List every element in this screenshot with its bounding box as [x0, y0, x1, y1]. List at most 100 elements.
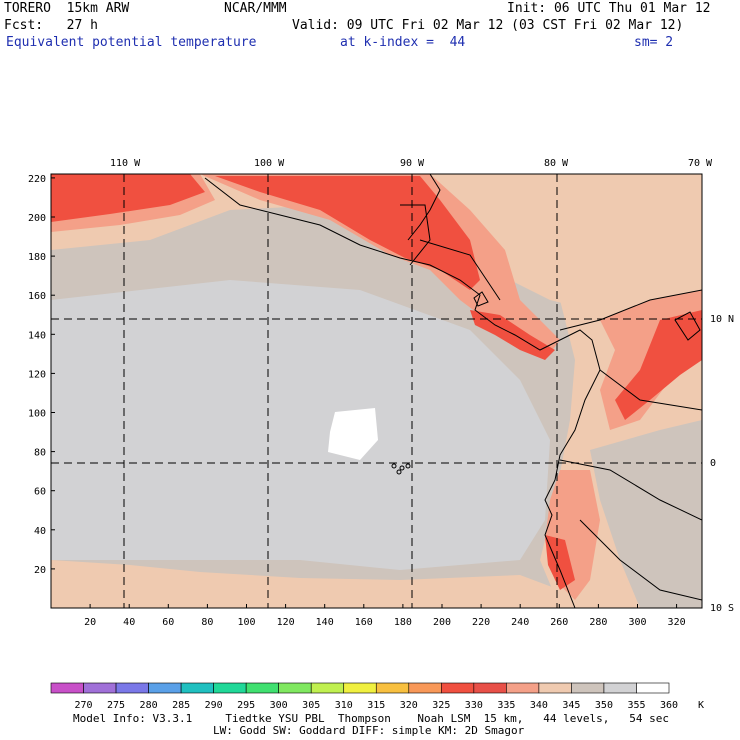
- field-peach-north: [51, 174, 702, 310]
- colorbar-swatch: [441, 682, 475, 694]
- colorbar-swatch: [180, 682, 214, 694]
- field-salmon-coast: [200, 174, 560, 360]
- lon-label-100w: 100 W: [254, 158, 285, 169]
- longitude-labels: 110 W 100 W 90 W 80 W 70 W: [110, 158, 713, 169]
- level-index: at k-index = 44: [340, 35, 466, 50]
- lat-label-0: 0: [710, 458, 716, 469]
- x-axis: 20 40 60 80 100 120 140 160 180 200 220 240 260 280 30…: [84, 604, 686, 628]
- x-tick-label: 320: [668, 617, 686, 628]
- colorbar-label: 275: [107, 700, 125, 711]
- field-red-peru: [545, 535, 575, 590]
- graticule: [51, 174, 702, 608]
- colorbar-swatch: [636, 682, 670, 694]
- y-tick-label: 100: [28, 409, 46, 420]
- field-red-nw: [51, 174, 205, 222]
- lon-label-70w: 70 W: [688, 158, 713, 169]
- colorbar-swatch: [571, 682, 605, 694]
- colorbar-label: 270: [74, 700, 92, 711]
- x-tick-label: 200: [433, 617, 451, 628]
- y-tick-label: 40: [34, 526, 46, 537]
- y-tick-label: 160: [28, 291, 46, 302]
- colorbar-label: 345: [562, 700, 580, 711]
- model-title: TORERO 15km ARW: [4, 1, 130, 16]
- y-tick-label: 120: [28, 369, 46, 380]
- field-name: Equivalent potential temperature: [6, 35, 257, 50]
- colorbar-label: 325: [432, 700, 450, 711]
- colorbar-swatch: [213, 682, 247, 694]
- colorbar-swatch: [83, 682, 117, 694]
- lat-label-10n: 10 N: [710, 314, 734, 325]
- x-tick-label: 80: [201, 617, 213, 628]
- colorbar-unit: K: [698, 700, 704, 711]
- field-white-patch: [328, 408, 378, 460]
- colorbar-label: 335: [497, 700, 515, 711]
- x-tick-label: 140: [316, 617, 334, 628]
- physics-info: LW: Godd SW: Goddard DIFF: simple KM: 2D…: [213, 724, 525, 737]
- y-axis: 20 40 60 80 100 120 140 160 180 200 220: [28, 174, 55, 576]
- y-tick-label: 140: [28, 330, 46, 341]
- forecast-hour: Fcst: 27 h: [4, 18, 98, 33]
- x-tick-label: 60: [162, 617, 174, 628]
- lon-label-80w: 80 W: [544, 158, 569, 169]
- lat-label-10s: 10 S: [710, 603, 734, 614]
- smoothing-label: sm= 2: [634, 35, 674, 50]
- colorbar-label: 320: [400, 700, 418, 711]
- init-time: Init: 06 UTC Thu 01 Mar 12: [507, 1, 711, 16]
- colorbar-swatch: [538, 682, 572, 694]
- coastlines: [204, 174, 702, 608]
- latitude-labels: 10 N 0 10 S: [710, 314, 734, 614]
- plot-frame: [50, 173, 703, 609]
- colorbar-swatch: [310, 682, 345, 694]
- lon-label-90w: 90 W: [400, 158, 425, 169]
- colorbar-swatch: [148, 682, 182, 694]
- y-tick-label: 60: [34, 487, 46, 498]
- colorbar: 270 275 280 285 290 295 300 305 310 315 320 325 330 3…: [50, 682, 704, 711]
- valid-time: Valid: 09 UTC Fri 02 Mar 12 (03 CST Fri …: [292, 18, 684, 33]
- colorbar-swatch: [473, 682, 507, 694]
- colorbar-label: 360: [660, 700, 678, 711]
- x-tick-label: 240: [511, 617, 529, 628]
- colorbar-swatch: [408, 682, 442, 694]
- x-tick-label: 180: [394, 617, 412, 628]
- x-tick-label: 120: [277, 617, 295, 628]
- x-tick-label: 100: [237, 617, 255, 628]
- y-tick-label: 180: [28, 252, 46, 263]
- colorbar-label: 350: [595, 700, 613, 711]
- colorbar-swatch: [375, 682, 410, 694]
- colorbar-swatch: [603, 682, 637, 694]
- colorbar-label: 285: [172, 700, 190, 711]
- colorbar-swatch: [343, 682, 377, 694]
- colorbar-label: 295: [237, 700, 255, 711]
- y-tick-label: 80: [34, 448, 46, 459]
- colorbar-swatch: [245, 682, 279, 694]
- colorbar-label: 280: [140, 700, 158, 711]
- colorbar-label: 305: [302, 700, 320, 711]
- colorbar-label: 310: [335, 700, 353, 711]
- colorbar-label: 315: [367, 700, 385, 711]
- y-tick-label: 220: [28, 174, 46, 185]
- model-info: Model Info: V3.3.1 Tiedtke YSU PBL Thomp…: [73, 712, 670, 725]
- map-panel: 20 40 60 80 100 120 140 160 180 200 220 20 40 60 80 10…: [28, 158, 734, 628]
- x-tick-label: 300: [628, 617, 646, 628]
- colorbar-label: 340: [530, 700, 548, 711]
- x-tick-label: 160: [355, 617, 373, 628]
- theta-e-field: [51, 174, 702, 608]
- field-red-andes: [615, 310, 702, 420]
- colorbar-label: 290: [205, 700, 223, 711]
- colorbar-label: 330: [465, 700, 483, 711]
- x-tick-label: 260: [550, 617, 568, 628]
- y-tick-label: 200: [28, 213, 46, 224]
- colorbar-label: 300: [270, 700, 288, 711]
- field-grey-ocean: [51, 280, 550, 570]
- colorbar-swatch: [506, 682, 540, 694]
- colorbar-label: 355: [627, 700, 645, 711]
- y-tick-label: 20: [34, 565, 46, 576]
- lon-label-110w: 110 W: [110, 158, 141, 169]
- field-peach-south: [51, 560, 560, 608]
- x-tick-label: 220: [472, 617, 490, 628]
- colorbar-swatch: [50, 682, 84, 694]
- colorbar-swatch: [115, 682, 149, 694]
- x-tick-label: 20: [84, 617, 96, 628]
- colorbar-swatch: [278, 682, 312, 694]
- field-grey-amazon: [590, 420, 702, 608]
